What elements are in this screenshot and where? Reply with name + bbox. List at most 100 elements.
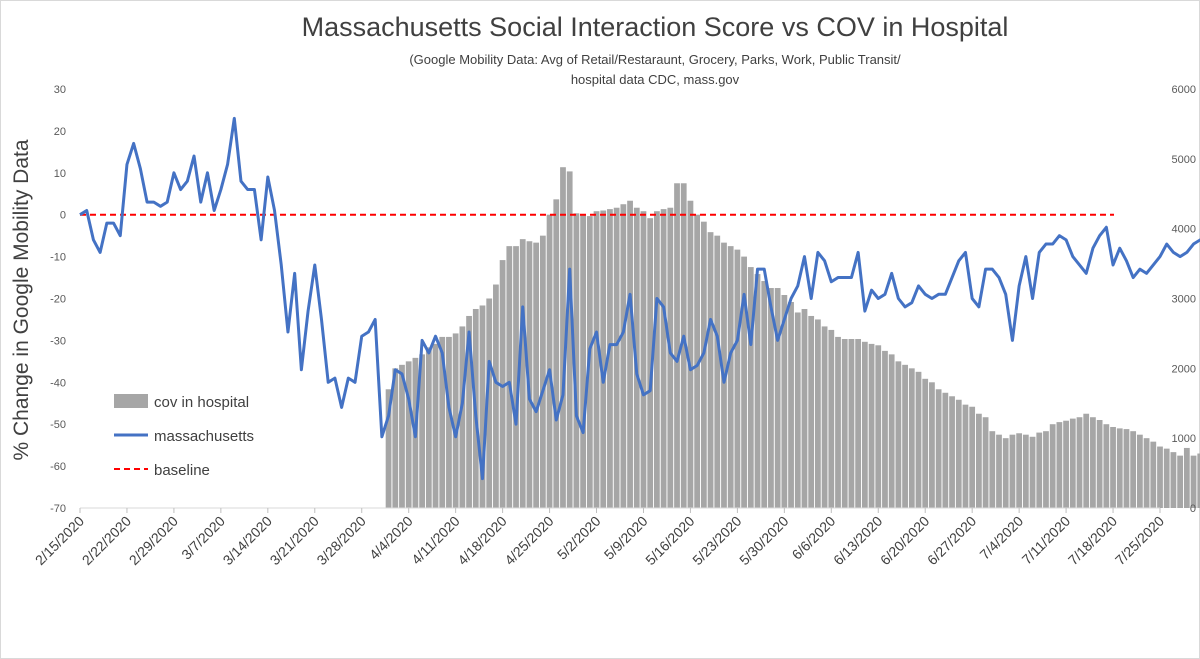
bar-cov-in-hospital <box>425 347 432 508</box>
bar-cov-in-hospital <box>1150 441 1157 508</box>
bar-cov-in-hospital <box>982 417 989 508</box>
x-tick-label: 7/11/2020 <box>1019 513 1074 568</box>
bar-cov-in-hospital <box>835 336 841 508</box>
y2-tick-label: 5000 <box>1172 154 1196 166</box>
bar-cov-in-hospital <box>519 239 526 508</box>
x-tick-label: 4/11/2020 <box>408 513 463 568</box>
bar-cov-in-hospital <box>1029 436 1036 508</box>
bar-cov-in-hospital <box>539 235 546 508</box>
bar-cov-in-hospital <box>794 312 801 508</box>
x-tick-label: 4/18/2020 <box>454 513 510 569</box>
x-tick-label: 5/30/2020 <box>736 513 792 569</box>
chart-title: Massachusetts Social Interaction Score v… <box>301 12 1009 42</box>
bar-cov-in-hospital <box>902 364 908 508</box>
x-tick-label: 3/28/2020 <box>313 513 369 569</box>
bar-cov-in-hospital <box>969 406 976 508</box>
bar-cov-in-hospital <box>1157 446 1163 508</box>
bar-cov-in-hospital <box>1043 431 1049 508</box>
x-tick-label: 5/16/2020 <box>642 513 698 569</box>
bar-cov-in-hospital <box>399 364 405 508</box>
bar-cov-in-hospital <box>1170 452 1177 508</box>
bar-cov-in-hospital <box>734 249 741 508</box>
bar-cov-in-hospital <box>955 399 962 508</box>
line-massachusetts <box>79 116 1200 481</box>
bar-cov-in-hospital <box>1177 455 1184 509</box>
bar-cov-in-hospital <box>647 218 654 508</box>
x-tick-label: 3/21/2020 <box>267 513 323 569</box>
bar-cov-in-hospital <box>761 281 768 508</box>
x-tick-label: 7/18/2020 <box>1065 513 1121 569</box>
y-tick-label: -40 <box>50 377 66 389</box>
bar-cov-in-hospital <box>888 354 895 508</box>
bar-cov-in-hospital <box>855 339 862 508</box>
bar-cov-in-hospital <box>1116 428 1123 508</box>
line-layer <box>79 116 1200 481</box>
x-tick-label: 6/27/2020 <box>924 513 980 569</box>
y-tick-label: -20 <box>50 294 66 306</box>
bar-cov-in-hospital <box>1063 420 1069 508</box>
bar-cov-in-hospital <box>452 333 459 508</box>
bar-cov-in-hospital <box>1076 417 1083 508</box>
bar-cov-in-hospital <box>566 171 573 508</box>
bar-cov-in-hospital <box>996 434 1002 508</box>
y-tick-label: 20 <box>54 126 66 138</box>
bar-cov-in-hospital <box>1110 426 1116 508</box>
x-tick-label: 2/15/2020 <box>32 513 88 569</box>
bar-cov-in-hospital <box>801 308 808 508</box>
y2-tick-label: 2000 <box>1172 363 1196 375</box>
x-tick-label: 4/25/2020 <box>501 513 557 569</box>
bar-cov-in-hospital <box>1022 434 1029 508</box>
bar-cov-in-hospital <box>419 354 425 508</box>
y-tick-label: -30 <box>50 335 66 347</box>
bar-cov-in-hospital <box>560 167 566 508</box>
bar-cov-in-hospital <box>499 260 506 508</box>
bar-cov-in-hospital <box>506 246 513 509</box>
bar-cov-in-hospital <box>714 235 721 508</box>
bar-cov-in-hospital <box>895 361 902 508</box>
bar-cov-in-hospital <box>687 200 694 509</box>
bar-cov-in-hospital <box>432 343 439 508</box>
bar-cov-in-hospital <box>861 341 868 508</box>
bar-cov-in-hospital <box>882 350 888 509</box>
chart-subtitle-source: hospital data CDC, mass.gov <box>570 72 740 87</box>
x-tick-label: 6/20/2020 <box>877 513 933 569</box>
bar-cov-in-hospital <box>667 207 674 508</box>
x-tick-label: 5/23/2020 <box>689 513 745 569</box>
bar-cov-in-hospital <box>640 211 647 508</box>
bar-cov-in-hospital <box>848 339 855 508</box>
bar-cov-in-hospital <box>915 371 922 508</box>
bar-cov-in-hospital <box>593 211 600 508</box>
bar-cov-in-hospital <box>929 382 935 508</box>
bar-cov-in-hospital <box>459 326 466 508</box>
bar-cov-in-hospital <box>479 305 486 508</box>
bar-cov-in-hospital <box>875 345 882 508</box>
bar-cov-in-hospital <box>674 183 680 508</box>
y2-tick-label: 1000 <box>1172 433 1196 445</box>
x-tick-label: 5/2/2020 <box>554 513 604 563</box>
bar-cov-in-hospital <box>1083 413 1090 508</box>
bar-cov-in-hospital <box>747 267 754 508</box>
y-tick-label: -60 <box>50 461 66 473</box>
bars-layer <box>385 167 1200 509</box>
x-tick-label: 2/22/2020 <box>79 513 135 569</box>
bar-cov-in-hospital <box>493 284 499 508</box>
bar-cov-in-hospital <box>573 213 580 509</box>
bar-cov-in-hospital <box>1163 448 1170 508</box>
bar-cov-in-hospital <box>774 288 781 508</box>
bar-cov-in-hospital <box>781 295 788 508</box>
bar-cov-in-hospital <box>446 336 452 508</box>
y-tick-label: -50 <box>50 419 66 431</box>
bar-cov-in-hospital <box>533 242 540 508</box>
bar-cov-in-hospital <box>821 326 828 508</box>
x-tick-label: 3/14/2020 <box>220 513 276 569</box>
bar-cov-in-hospital <box>1130 431 1137 508</box>
bar-cov-in-hospital <box>727 246 734 509</box>
legend-label-massachusetts: massachusetts <box>154 428 254 445</box>
bar-cov-in-hospital <box>741 256 747 508</box>
bar-cov-in-hospital <box>942 392 949 508</box>
y-tick-label: 0 <box>60 210 66 222</box>
y-tick-label: -70 <box>50 503 66 515</box>
x-tick-label: 2/29/2020 <box>126 513 182 569</box>
bar-cov-in-hospital <box>949 396 955 508</box>
y-tick-label: 10 <box>54 168 66 180</box>
